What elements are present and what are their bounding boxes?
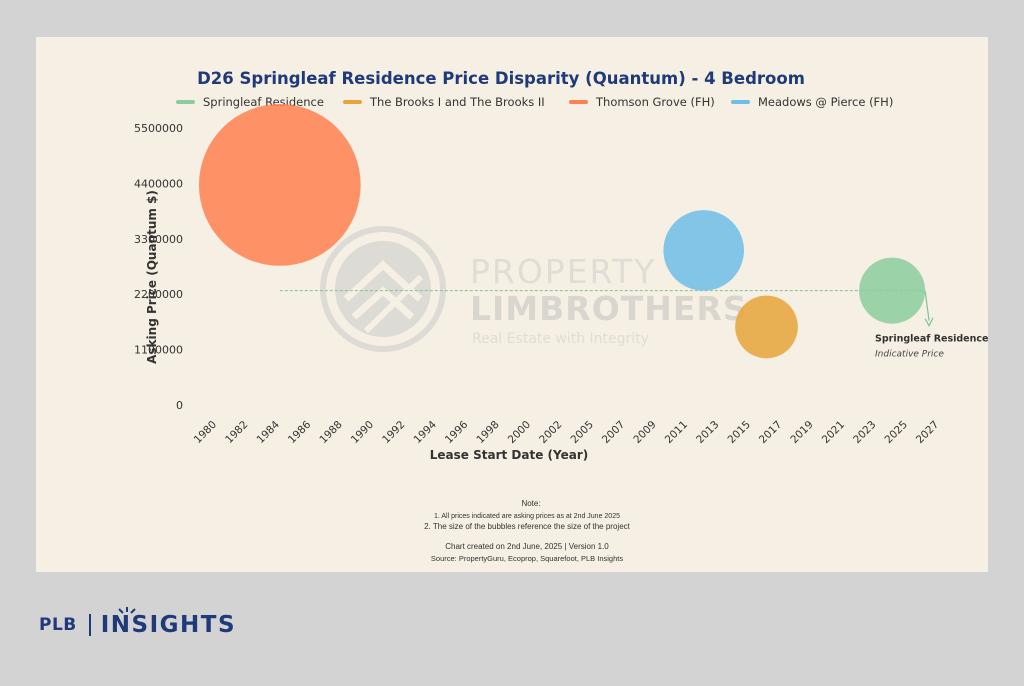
x-tick-label: 1982 bbox=[223, 419, 250, 446]
footer-insights-logo: INSIGHTS bbox=[100, 607, 237, 638]
bubble-point bbox=[859, 257, 926, 324]
footer-insights-text: INSIGHTS bbox=[100, 612, 237, 638]
x-tick-label: 2007 bbox=[600, 419, 627, 446]
y-tick-label: 0 bbox=[176, 399, 183, 412]
note-2: 2. The size of the bubbles reference the… bbox=[424, 522, 631, 531]
footer-plb-logo: PLB bbox=[39, 615, 77, 635]
x-tick-label: 1986 bbox=[286, 418, 314, 446]
x-tick-label: 2025 bbox=[883, 419, 910, 446]
chart-notes: Note: 1. All prices indicated are asking… bbox=[424, 499, 631, 563]
y-axis-ticks: 0 1100000 2200000 3300000 4400000 5500000 bbox=[134, 122, 183, 412]
watermark-line2: LIMBROTHERS bbox=[470, 289, 748, 328]
x-tick-label: 2023 bbox=[851, 419, 878, 446]
x-tick-label: 2009 bbox=[631, 419, 658, 446]
x-axis-label: Lease Start Date (Year) bbox=[430, 448, 588, 462]
x-tick-label: 2000 bbox=[506, 419, 533, 446]
watermark-line1: PROPERTY bbox=[470, 252, 656, 291]
reference-label: Springleaf Residence bbox=[875, 334, 988, 345]
bubble-point bbox=[663, 210, 744, 291]
x-tick-label: 2017 bbox=[757, 419, 784, 446]
y-tick-label: 2200000 bbox=[134, 288, 183, 301]
y-tick-label: 1100000 bbox=[134, 344, 183, 357]
note-heading: Note: bbox=[521, 499, 540, 508]
x-tick-label: 1988 bbox=[317, 419, 344, 446]
bubbles bbox=[198, 104, 926, 359]
reference-arrow bbox=[924, 290, 930, 321]
note-1: 1. All prices indicated are asking price… bbox=[434, 513, 620, 520]
x-tick-label: 1994 bbox=[412, 418, 440, 446]
x-tick-label: 1992 bbox=[380, 419, 407, 446]
x-tick-label: 2019 bbox=[788, 419, 815, 446]
x-tick-label: 2015 bbox=[726, 419, 753, 446]
x-tick-label: 2011 bbox=[663, 419, 690, 446]
legend-item-label: Thomson Grove (FH) bbox=[595, 95, 715, 109]
x-tick-label: 2021 bbox=[820, 419, 847, 446]
y-tick-label: 5500000 bbox=[134, 122, 183, 135]
x-tick-label: 2013 bbox=[694, 419, 721, 446]
x-tick-label: 1984 bbox=[255, 418, 283, 446]
x-tick-label: 1980 bbox=[192, 419, 219, 446]
bubble-point bbox=[735, 295, 798, 359]
x-tick-label: 1996 bbox=[443, 418, 471, 446]
x-tick-label: 1998 bbox=[474, 419, 501, 446]
spark-icon bbox=[118, 607, 136, 614]
reference-sublabel: Indicative Price bbox=[875, 350, 944, 360]
bubble-point bbox=[198, 104, 361, 266]
bubble-chart: PROPERTY LIMBROTHERS Real Estate with In… bbox=[134, 69, 988, 563]
watermark-line3: Real Estate with Integrity bbox=[472, 331, 649, 347]
legend-item-label: Meadows @ Pierce (FH) bbox=[758, 95, 893, 109]
footer-divider bbox=[88, 614, 91, 636]
chart-legend: Springleaf Residence The Brooks I and The… bbox=[176, 95, 893, 109]
x-tick-label: 1990 bbox=[349, 419, 376, 446]
chart-card: PROPERTY LIMBROTHERS Real Estate with In… bbox=[36, 37, 988, 572]
footer-brand: PLB INSIGHTS bbox=[39, 607, 237, 638]
x-tick-label: 2005 bbox=[569, 419, 596, 446]
chart-source-note: Source: PropertyGuru, Ecoprop, Squarefoo… bbox=[431, 554, 623, 563]
watermark-logo-icon bbox=[320, 226, 446, 352]
x-tick-label: 2027 bbox=[914, 419, 941, 446]
arrow-head-icon bbox=[924, 317, 934, 327]
y-tick-label: 3300000 bbox=[134, 233, 183, 246]
chart-title: D26 Springleaf Residence Price Disparity… bbox=[197, 69, 805, 88]
x-tick-label: 2002 bbox=[537, 419, 564, 446]
y-tick-label: 4400000 bbox=[134, 177, 183, 190]
y-axis-label: Asking Price (Quantum $) bbox=[145, 190, 159, 364]
reference-line-group: Springleaf Residence Indicative Price bbox=[279, 290, 988, 360]
x-axis-ticks: 1980 1982 1984 1986 1988 1990 1992 1994 1996 1998… bbox=[192, 418, 942, 446]
legend-item-label: The Brooks I and The Brooks II bbox=[369, 95, 545, 109]
watermark: PROPERTY LIMBROTHERS Real Estate with In… bbox=[320, 226, 748, 352]
chart-created-note: Chart created on 2nd June, 2025 | Versio… bbox=[445, 542, 609, 551]
